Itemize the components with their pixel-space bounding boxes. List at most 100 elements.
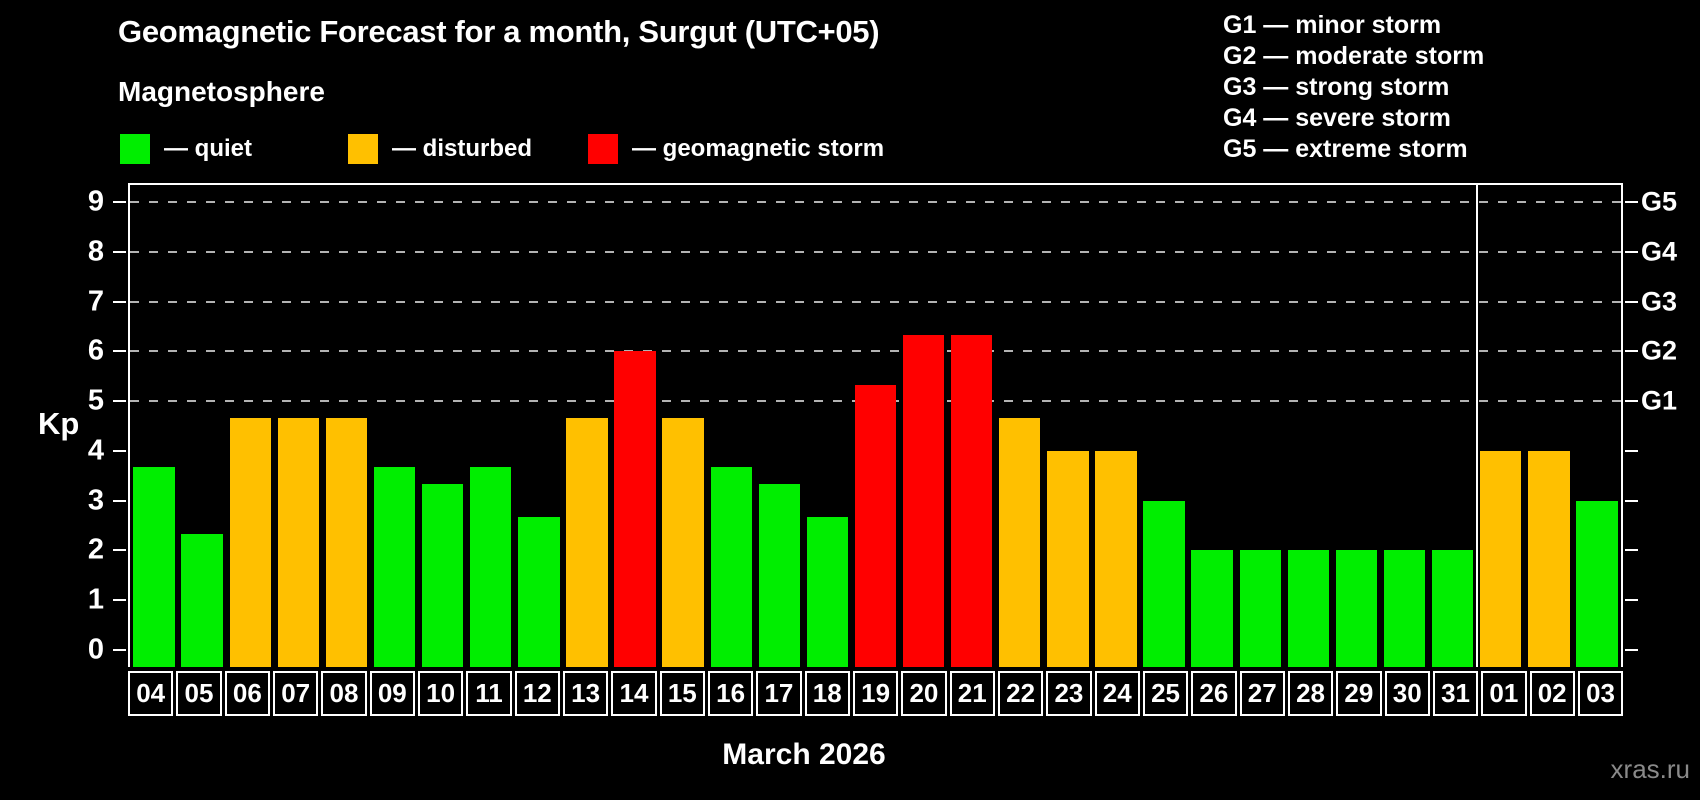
left-tick-8 (113, 251, 126, 254)
day-label-26: 26 (1191, 671, 1237, 716)
kp-bar-day-05 (181, 533, 223, 667)
bars-layer (130, 185, 1621, 667)
quiet-color-swatch (120, 134, 150, 164)
left-tick-1 (113, 598, 126, 601)
left-tick-6 (113, 350, 126, 353)
kp-bar-day-10 (421, 484, 464, 667)
right-tick-8 (1625, 251, 1638, 254)
right-axis-label-g2: G2 (1641, 335, 1678, 366)
gridline-g3 (130, 300, 1621, 303)
day-label-22: 22 (997, 671, 1044, 716)
month-boundary-line (1475, 185, 1478, 667)
kp-bar-day-26 (1191, 550, 1233, 667)
legend-label-storm: — geomagnetic storm (632, 135, 885, 162)
gridline-g4 (130, 251, 1621, 254)
right-tick-7 (1625, 300, 1638, 303)
day-label-20: 20 (901, 671, 947, 716)
legend-item-quiet: — quiet (120, 133, 252, 165)
kp-bar-day-19 (854, 384, 897, 667)
day-label-02: 02 (1529, 671, 1575, 716)
day-label-18: 18 (804, 671, 850, 716)
day-label-16: 16 (707, 671, 754, 716)
kp-bar-day-25 (1143, 500, 1185, 667)
kp-bar-chart: 0 1 2 3 4 5 6 7 8 9 G1 G2 G3 G4 G5 (88, 183, 1677, 667)
kp-bar-day-04 (133, 467, 175, 667)
y-axis-label-4: 4 (87, 434, 104, 467)
page-title: Geomagnetic Forecast for a month, Surgut… (118, 14, 880, 49)
kp-bar-day-29 (1335, 550, 1378, 667)
day-label-01: 01 (1481, 671, 1527, 716)
y-axis-label-5: 5 (87, 384, 104, 417)
right-axis-label-g4: G4 (1641, 236, 1678, 267)
right-axis-label-g3: G3 (1641, 286, 1678, 317)
legend-label-quiet: — quiet (164, 135, 252, 162)
g-scale-legend-line-g1: G1 — minor storm (1223, 11, 1442, 39)
left-tick-3 (113, 499, 126, 502)
day-label-29: 29 (1336, 671, 1382, 716)
kp-bar-day-27 (1239, 550, 1281, 667)
right-tick-2 (1625, 549, 1638, 552)
gridline-g2 (130, 350, 1621, 353)
day-label-04: 04 (128, 671, 174, 716)
day-label-09: 09 (369, 671, 415, 716)
day-label-11: 11 (466, 671, 512, 716)
right-tick-6 (1625, 350, 1638, 353)
storm-color-swatch (588, 134, 618, 164)
gridline-g5 (130, 201, 1621, 204)
kp-bar-day-30 (1383, 550, 1426, 667)
kp-bar-day-17 (758, 484, 800, 667)
kp-bar-day-31 (1431, 550, 1474, 667)
right-tick-3 (1625, 499, 1638, 502)
kp-bar-day-28 (1287, 550, 1330, 667)
right-axis-label-g5: G5 (1641, 186, 1678, 217)
right-tick-0 (1625, 648, 1638, 651)
kp-bar-day-09 (373, 467, 416, 667)
day-label-06: 06 (224, 671, 270, 716)
left-tick-2 (113, 549, 126, 552)
kp-bar-day-03 (1576, 500, 1618, 667)
y-axis-label-1: 1 (87, 583, 104, 616)
x-axis-day-labels: 04 05 06 07 08 09 10 11 12 13 14 15 16 17 18 19 20 21 22 23… (128, 671, 1624, 716)
g-scale-legend: G1 — minor storm G2 — moderate storm G3 … (1223, 10, 1484, 165)
disturbed-color-swatch (348, 134, 378, 164)
day-label-27: 27 (1239, 671, 1285, 716)
day-label-23: 23 (1046, 671, 1092, 716)
day-label-25: 25 (1142, 671, 1189, 716)
kp-bar-day-16 (710, 467, 752, 667)
day-label-12: 12 (514, 671, 560, 716)
kp-bar-day-22 (999, 417, 1041, 667)
y-axis-label-3: 3 (87, 484, 104, 517)
left-tick-4 (113, 449, 126, 452)
day-label-24: 24 (1094, 671, 1140, 716)
kp-bar-day-11 (470, 467, 512, 667)
day-label-08: 08 (321, 671, 367, 716)
kp-bar-day-14 (614, 351, 656, 667)
kp-bar-day-06 (229, 417, 271, 667)
kp-bar-day-24 (1095, 450, 1137, 667)
left-tick-5 (113, 400, 126, 403)
kp-bar-day-20 (902, 335, 945, 667)
left-tick-7 (113, 300, 126, 303)
day-label-19: 19 (852, 671, 899, 716)
day-label-07: 07 (272, 671, 319, 716)
y-axis-label-7: 7 (87, 285, 104, 318)
left-tick-9 (113, 201, 126, 204)
day-label-14: 14 (611, 671, 657, 716)
day-label-15: 15 (659, 671, 705, 716)
g-scale-legend-line-g5: G5 — extreme storm (1223, 135, 1468, 163)
y-axis-label-9: 9 (87, 185, 104, 218)
month-label: March 2026 (722, 738, 886, 771)
kp-bar-day-12 (518, 516, 560, 667)
kp-bar-day-08 (325, 417, 368, 667)
y-axis-label-0: 0 (87, 633, 104, 666)
watermark-xras: xras.ru (1610, 754, 1690, 784)
magnetosphere-subtitle: Magnetosphere (118, 76, 325, 107)
day-label-21: 21 (949, 671, 995, 716)
day-label-10: 10 (417, 671, 464, 716)
legend-item-storm: — geomagnetic storm (588, 133, 884, 165)
legend-label-disturbed: — disturbed (392, 135, 533, 162)
kp-bar-day-13 (566, 417, 608, 667)
kp-bar-day-15 (662, 417, 704, 667)
y-axis-label-2: 2 (87, 533, 104, 566)
